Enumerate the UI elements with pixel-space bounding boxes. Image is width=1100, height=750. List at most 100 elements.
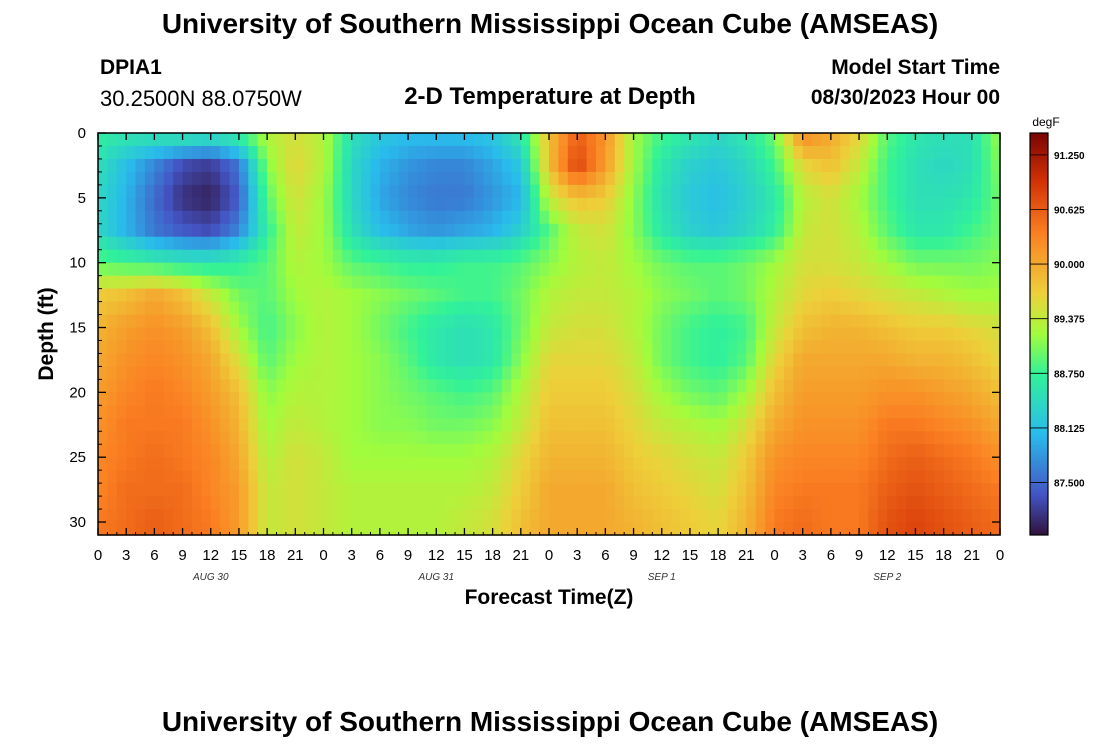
x-tick-label: 9 (178, 547, 186, 564)
heatmap-cell (708, 301, 719, 316)
heatmap-cell (210, 379, 221, 393)
heatmap-cell (896, 210, 907, 225)
heatmap-cell (361, 522, 372, 536)
heatmap-cell (314, 249, 325, 264)
heatmap-cell (182, 145, 193, 160)
heatmap-cell (727, 275, 738, 290)
heatmap-cell (351, 457, 362, 471)
heatmap-cell (934, 353, 945, 368)
heatmap-cell (783, 353, 794, 368)
heatmap-cell (220, 145, 231, 160)
heatmap-cell (379, 392, 390, 406)
heatmap-cell (943, 249, 954, 264)
heatmap-cell (285, 418, 296, 432)
heatmap-cell (849, 496, 860, 510)
heatmap-cell (736, 197, 747, 212)
heatmap-cell (436, 171, 447, 186)
heatmap-cell (849, 353, 860, 368)
heatmap-cell (915, 249, 926, 264)
heatmap-cell (417, 405, 428, 419)
heatmap-cell (586, 197, 597, 212)
heatmap-cell (765, 496, 776, 510)
heatmap-cell (116, 483, 127, 497)
heatmap-cell (689, 275, 700, 290)
heatmap-cell (135, 236, 146, 251)
heatmap-cell (755, 366, 766, 380)
heatmap-cell (915, 340, 926, 355)
heatmap-cell (107, 509, 118, 523)
heatmap-cell (473, 158, 484, 173)
heatmap-cell (116, 418, 127, 432)
heatmap-cell (520, 483, 531, 497)
heatmap-cell (530, 236, 541, 251)
heatmap-cell (783, 171, 794, 186)
heatmap-cell (567, 405, 578, 419)
heatmap-cell (558, 236, 569, 251)
heatmap-cell (436, 275, 447, 290)
heatmap-cell (285, 249, 296, 264)
heatmap-cell (868, 470, 879, 484)
heatmap-cell (981, 366, 992, 380)
colorbar-unit: degF (1032, 115, 1059, 129)
heatmap-cell (229, 483, 240, 497)
heatmap-cell (783, 496, 794, 510)
heatmap-cell (990, 431, 1001, 445)
heatmap-cell (605, 171, 616, 186)
x-tick-label: 9 (404, 547, 412, 564)
heatmap-cell (567, 197, 578, 212)
heatmap-cell (492, 340, 503, 355)
heatmap-cell (285, 145, 296, 160)
heatmap-cell (793, 301, 804, 316)
heatmap-cell (971, 197, 982, 212)
heatmap-cell (304, 509, 315, 523)
heatmap-cell (502, 314, 513, 329)
heatmap-cell (793, 197, 804, 212)
heatmap-cell (267, 210, 278, 225)
heatmap-cell (793, 340, 804, 355)
heatmap-cell (718, 275, 729, 290)
heatmap-cell (238, 379, 249, 393)
heatmap-cell (126, 249, 137, 264)
heatmap-cell (699, 223, 710, 238)
heatmap-cell (577, 133, 588, 147)
heatmap-cell (455, 431, 466, 445)
heatmap-cell (426, 236, 437, 251)
heatmap-cell (502, 133, 513, 147)
heatmap-cell (915, 457, 926, 471)
heatmap-cell (915, 379, 926, 393)
heatmap-cell (144, 210, 155, 225)
heatmap-cell (248, 509, 259, 523)
heatmap-cell (859, 145, 870, 160)
heatmap-cell (220, 405, 231, 419)
heatmap-cell (633, 522, 644, 536)
heatmap-cell (887, 366, 898, 380)
heatmap-cell (906, 431, 917, 445)
heatmap-cell (896, 171, 907, 186)
heatmap-cell (285, 288, 296, 303)
heatmap-cell (210, 249, 221, 264)
heatmap-cell (154, 340, 165, 355)
heatmap-cell (201, 353, 212, 368)
heatmap-cell (567, 314, 578, 329)
heatmap-cell (971, 171, 982, 186)
heatmap-cell (605, 457, 616, 471)
heatmap-cell (520, 262, 531, 277)
heatmap-cell (351, 197, 362, 212)
heatmap-cell (943, 470, 954, 484)
heatmap-cell (783, 314, 794, 329)
heatmap-cell (361, 340, 372, 355)
heatmap-cell (624, 133, 635, 147)
heatmap-cell (361, 133, 372, 147)
heatmap-cell (859, 496, 870, 510)
heatmap-cell (962, 236, 973, 251)
heatmap-cell (173, 379, 184, 393)
heatmap-cell (558, 392, 569, 406)
heatmap-cell (182, 418, 193, 432)
heatmap-cell (361, 496, 372, 510)
heatmap-cell (558, 457, 569, 471)
heatmap-cell (511, 236, 522, 251)
heatmap-cell (229, 145, 240, 160)
station-coordinates: 30.2500N 88.0750W (100, 86, 302, 111)
heatmap-cell (464, 197, 475, 212)
heatmap-cell (802, 353, 813, 368)
